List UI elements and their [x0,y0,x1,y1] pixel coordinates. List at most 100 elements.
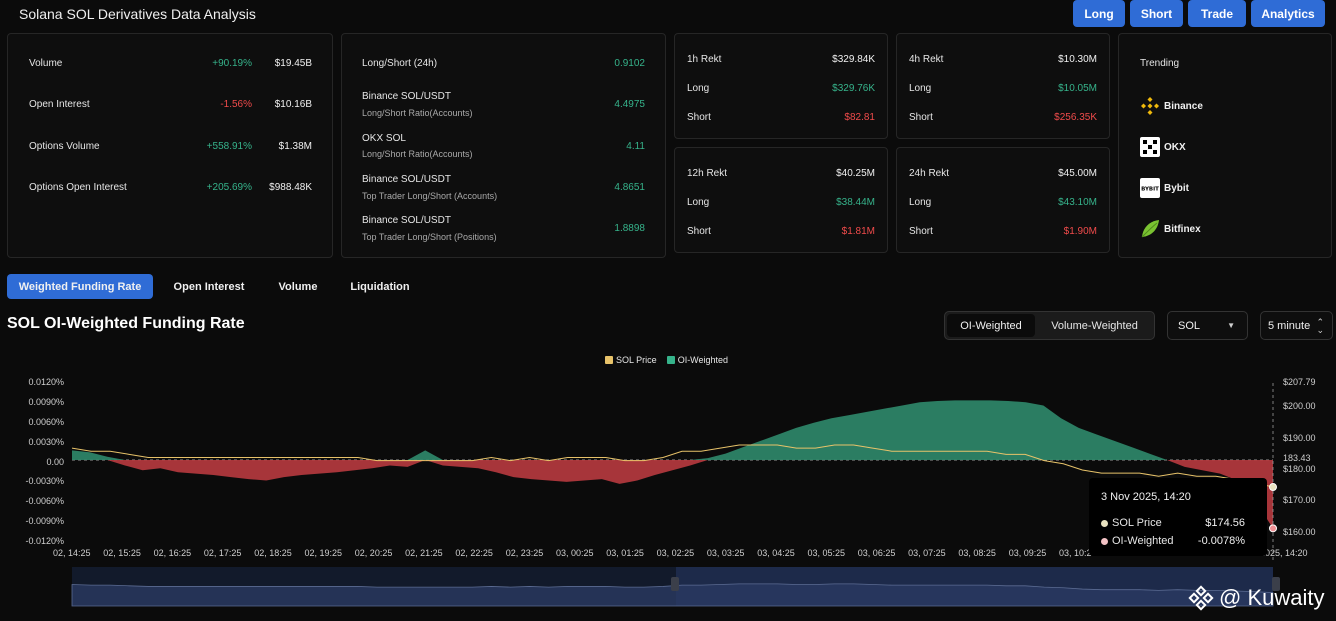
rekt-title: 12h Rekt [687,168,728,179]
long-button[interactable]: Long [1073,0,1125,27]
ls-title: Long/Short (24h) [362,58,438,69]
y-right-tick: $180.00 [1283,463,1316,474]
short-button[interactable]: Short [1130,0,1183,27]
trending-item-label: Binance [1164,100,1203,112]
tab-open-interest[interactable]: Open Interest [173,280,245,293]
y-left-tick: 0.0120% [28,377,64,387]
long-short-card: Long/Short (24h) 0.9102 Binance SOL/USDT… [341,33,666,258]
trending-title: Trending [1140,58,1180,69]
sol-price-line [71,444,1274,488]
overview-row-value: $988.48K [269,182,312,193]
watermark-text: @ Kuwaity [1219,585,1325,610]
rekt-short: $1.81M [841,226,875,237]
rekt-short-label: Short [687,112,711,123]
rekt-title: 4h Rekt [909,54,944,65]
ls-subtitle: Long/Short Ratio(Accounts) [362,108,473,118]
legend-label-price: SOL Price [616,355,657,365]
x-tick: 02, 21:25 [405,548,443,558]
chart-title: SOL OI-Weighted Funding Rate [7,315,245,332]
ls-subtitle: Top Trader Long/Short (Positions) [362,232,497,242]
x-tick: 03, 01:25 [606,548,644,558]
trade-button[interactable]: Trade [1188,0,1246,27]
top-bar: Solana SOL Derivatives Data Analysis Lon… [0,0,1336,30]
tab-weighted-funding-rate[interactable]: Weighted Funding Rate [7,274,153,299]
x-tick: 02, 14:25 [53,548,91,558]
navigator-area [71,583,1274,607]
ls-title: OKX SOL [362,133,406,144]
interval-select[interactable]: 5 minute ⌃ ⌄ [1260,311,1333,340]
chart-legend: SOL Price OI-Weighted [605,355,728,365]
tab-liquidation[interactable]: Liquidation [350,280,410,293]
x-tick: 03, 09:25 [1008,548,1047,558]
interval-select-value: 5 minute [1268,319,1311,332]
analytics-button[interactable]: Analytics [1251,0,1325,27]
x-tick: 02, 22:25 [455,548,493,558]
okx-logo-icon [1140,137,1160,157]
overview-row-change: -1.56% [220,99,252,110]
trending-item-bitfinex[interactable]: Bitfinex [1140,219,1201,239]
seg-oi-weighted[interactable]: OI-Weighted [947,314,1035,337]
rekt-12h-card: 12h Rekt $40.25M Long $38.44M Short $1.8… [674,147,888,253]
rekt-1h-card: 1h Rekt $329.84K Long $329.76K Short $82… [674,33,888,139]
x-tick: 03, 10:2 [1059,548,1092,558]
bybit-logo-icon: BYBIT [1140,178,1160,198]
overview-row-value: $19.45B [274,58,312,69]
rekt-total: $10.30M [1058,54,1097,65]
legend-label-oi: OI-Weighted [677,355,729,365]
y-right-tick: $207.79 [1283,377,1316,387]
rekt-short-label: Short [909,112,933,123]
rekt-short-label: Short [687,226,711,237]
rekt-4h-card: 4h Rekt $10.30M Long $10.05M Short $256.… [896,33,1110,139]
navigator-handle-right [1272,577,1280,591]
rekt-long-label: Long [909,83,932,94]
chart-tooltip: 3 Nov 2025, 14:20 SOL Price $174.56 OI-W… [1089,478,1267,556]
tooltip-oi-label: OI-Weighted [1112,535,1174,547]
x-tick: 02, 15:25 [103,548,141,558]
binance-square-logo-icon [1188,585,1214,611]
y-right-tick: $200.00 [1283,401,1316,412]
oi-marker [1269,524,1277,533]
oi-weighted-negative-area [72,460,1273,529]
overview-row-label: Volume [29,58,63,69]
y-right-tick: $160.00 [1283,526,1316,537]
trending-card: Trending Binance OKX BYBIT [1118,33,1332,258]
symbol-select[interactable]: SOL ▼ [1167,311,1248,340]
overview-row-value: $1.38M [278,141,312,152]
seg-volume-weighted[interactable]: Volume-Weighted [1051,319,1138,332]
trending-item-okx[interactable]: OKX [1140,137,1186,157]
rekt-short: $1.90M [1063,226,1097,237]
legend-swatch-oi [666,356,675,364]
oi-weighted-positive-area [72,400,1273,460]
ls-title: Binance SOL/USDT [362,174,451,185]
trending-item-binance[interactable]: Binance [1140,96,1203,116]
rekt-long: $329.76K [832,83,875,94]
x-tick: 02, 23:25 [505,548,544,558]
funding-rate-chart[interactable] [0,370,1336,620]
ls-title: Binance SOL/USDT [362,91,451,102]
tooltip-dot-oi [1101,537,1108,545]
tooltip-dot-price [1101,519,1108,527]
navigator-handle-left [671,577,679,591]
x-tick: 03, 07:25 [908,548,946,558]
updown-chevron-icon: ⌃ ⌄ [1316,317,1324,335]
bitfinex-logo-icon [1141,220,1159,238]
x-tick: 02, 20:25 [354,548,393,558]
y-left-tick: 0.0090% [28,396,64,407]
x-tick: 03, 00:25 [556,548,594,558]
y-left-tick: -0.0090% [25,516,64,527]
y-left-tick: 0.00 [46,456,64,467]
rekt-long-label: Long [687,83,710,94]
watermark: @ Kuwaity [1187,584,1324,612]
rekt-long-label: Long [909,197,932,208]
y-left-tick: -0.0060% [25,496,64,507]
tooltip-price-label: SOL Price [1112,517,1162,529]
trending-item-bybit[interactable]: BYBIT Bybit [1140,178,1189,198]
tab-volume[interactable]: Volume [278,280,318,293]
tooltip-oi-value: -0.0078% [1197,535,1245,547]
ls-value: 0.9102 [614,58,645,69]
y-right-tick: $190.00 [1283,432,1316,443]
rekt-long: $43.10M [1058,197,1097,208]
x-tick: 03, 05:25 [807,548,846,558]
app-title: Solana SOL Derivatives Data Analysis [19,6,256,22]
x-tick-current: v 2025, 14:20 [1253,548,1308,558]
